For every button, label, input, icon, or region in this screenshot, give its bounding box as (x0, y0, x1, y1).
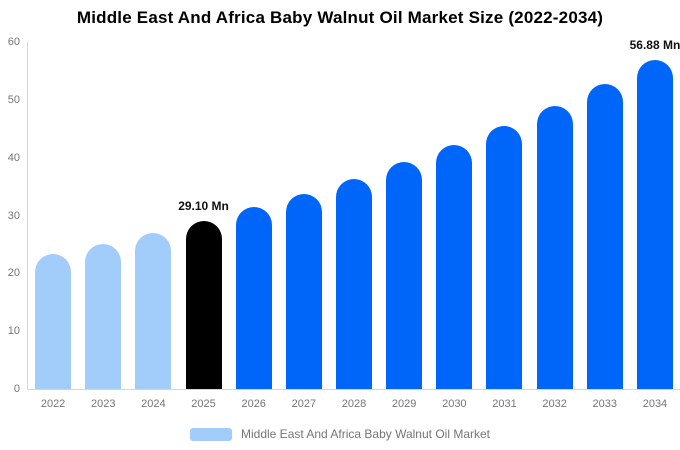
bar-2028[interactable] (336, 178, 373, 389)
bar-2026[interactable] (235, 207, 272, 389)
chart-title: Middle East And Africa Baby Walnut Oil M… (76, 8, 604, 27)
x-axis-tick-label: 2031 (492, 398, 517, 410)
x-axis-tick-label: 2034 (642, 398, 668, 410)
bar-2034[interactable] (636, 60, 673, 389)
bar-2022[interactable] (35, 254, 72, 389)
y-axis-tick-label: 30 (7, 209, 20, 222)
x-axis-tick-label: 2026 (241, 398, 266, 410)
legend[interactable]: Middle East And Africa Baby Walnut Oil M… (0, 427, 680, 441)
bar-slot: 56.88 Mn 2034 (630, 38, 680, 410)
y-axis-tick-label: 10 (7, 325, 20, 338)
bar-slot: 2029 (379, 42, 429, 410)
bar-slot: 2024 (128, 42, 178, 410)
bar-2025[interactable] (185, 220, 222, 389)
y-axis-tick-label: 50 (7, 93, 20, 106)
bar-2027[interactable] (285, 193, 322, 389)
bar-2029[interactable] (386, 162, 423, 389)
y-axis-labels: 0 10 20 30 40 50 60 (0, 36, 23, 395)
x-axis-tick-label: 2029 (391, 398, 417, 410)
bar-2024[interactable] (135, 232, 172, 389)
bar-slot: 2030 (429, 42, 479, 410)
bar-slot: 2026 (229, 42, 279, 410)
x-axis-tick-label: 2032 (542, 398, 567, 410)
bars-area: 2022 2023 2024 29.10 Mn 2025 2026 2027 2028 2029… (28, 38, 680, 410)
legend-swatch (190, 427, 232, 441)
bar-slot: 2033 (580, 42, 630, 410)
legend-label: Middle East And Africa Baby Walnut Oil M… (241, 427, 490, 441)
bar-value-label: 56.88 Mn (629, 38, 680, 53)
x-axis-tick-label: 2022 (40, 398, 66, 410)
x-axis-tick-label: 2025 (191, 398, 216, 410)
bar-slot: 2023 (78, 42, 128, 410)
x-axis-tick-label: 2027 (291, 398, 317, 410)
bar-2033[interactable] (586, 83, 623, 389)
x-axis-tick-label: 2028 (341, 398, 367, 410)
x-axis-tick-label: 2033 (592, 398, 618, 410)
bar-slot: 2027 (279, 42, 329, 410)
bar-value-label: 29.10 Mn (178, 198, 229, 213)
bar-2023[interactable] (85, 243, 122, 389)
y-axis-tick-label: 40 (7, 151, 20, 164)
bar-2032[interactable] (536, 105, 573, 389)
y-axis-tick-label: 20 (7, 267, 20, 280)
bar-slot: 2031 (479, 42, 529, 410)
x-axis-tick-label: 2023 (90, 398, 116, 410)
bar-slot: 2022 (28, 42, 78, 410)
x-axis-tick-label: 2024 (141, 398, 166, 410)
bar-slot: 29.10 Mn 2025 (178, 42, 229, 410)
y-axis-tick-label: 60 (7, 36, 20, 48)
bar-2030[interactable] (436, 144, 473, 389)
bar-2031[interactable] (486, 125, 523, 389)
y-axis-tick-label: 0 (13, 383, 20, 395)
x-axis-tick-label: 2030 (442, 398, 467, 410)
bar-slot: 2032 (530, 42, 580, 410)
plot-area: 2022 2023 2024 29.10 Mn 2025 2026 2027 2028 2029… (27, 38, 680, 410)
bar-slot: 2028 (329, 42, 379, 410)
